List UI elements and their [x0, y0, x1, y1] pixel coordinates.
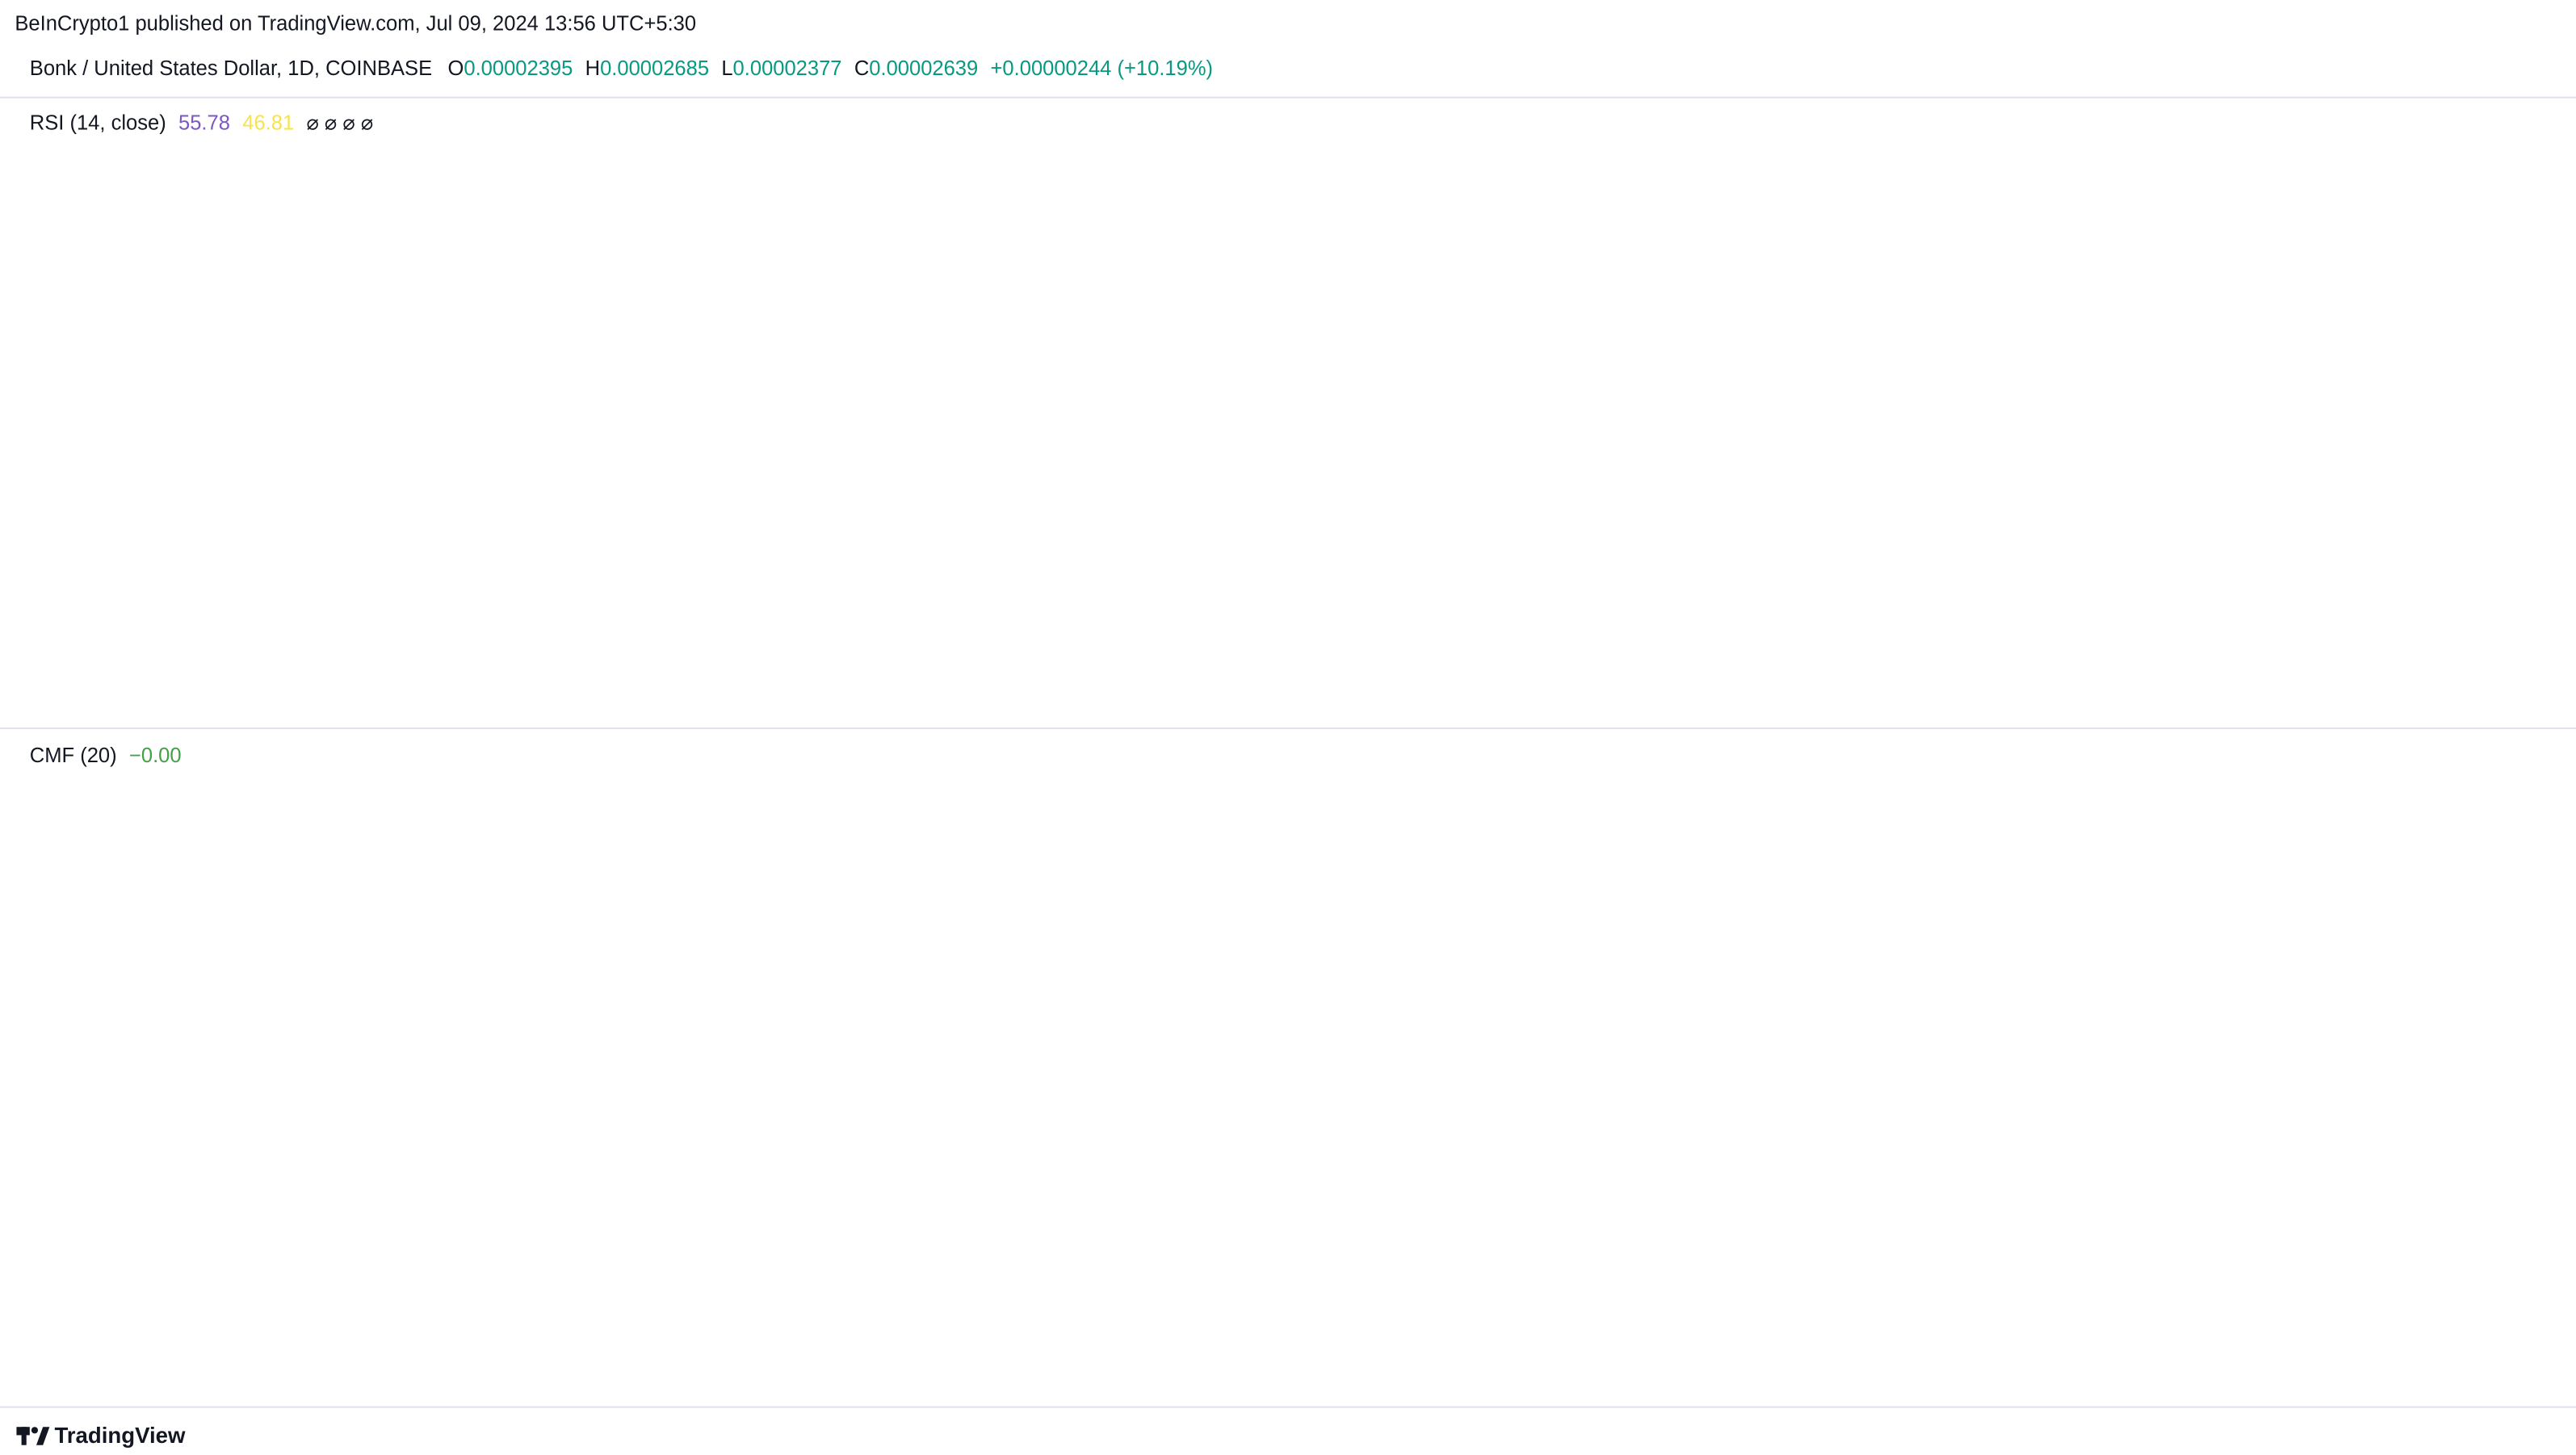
- cmf-legend: CMF (20) −0.00: [30, 744, 182, 767]
- ohlc-label: L: [721, 57, 732, 80]
- logo-shape: [31, 1427, 39, 1434]
- brand: TradingView: [54, 1423, 186, 1448]
- ohlc-value: 0.00002377: [733, 57, 842, 80]
- status-symbols: ⌀ ⌀ ⌀ ⌀: [306, 111, 373, 134]
- symbol-line: Bonk / United States Dollar, 1D, COINBAS…: [30, 57, 1213, 80]
- logo-shape: [36, 1427, 50, 1445]
- ohlc-label: C: [854, 57, 869, 80]
- ohlc-value: 0.00002639: [869, 57, 978, 80]
- logo-shape: [21, 1427, 27, 1445]
- rsi-legend: RSI (14, close) 55.78 46.81 ⌀ ⌀ ⌀ ⌀: [30, 111, 373, 134]
- ohlc-value: 0.00002395: [464, 57, 573, 80]
- ohlc-value: 0.00002685: [600, 57, 709, 80]
- cmf-value: −0.00: [129, 744, 182, 767]
- brand-logo: [16, 1427, 50, 1445]
- cmf-title: CMF (20): [30, 744, 117, 767]
- rsi-ma-value: 46.81: [242, 111, 294, 134]
- symbol: Bonk / United States Dollar, 1D, COINBAS…: [30, 57, 432, 80]
- publish-info: BeInCrypto1 published on TradingView.com…: [15, 12, 696, 35]
- change: +0.00000244 (+10.19%): [991, 57, 1214, 80]
- rsi-title: RSI (14, close): [30, 111, 166, 134]
- ohlc-label: O: [448, 57, 464, 80]
- ohlc-label: H: [585, 57, 600, 80]
- rsi-value: 55.78: [178, 111, 230, 134]
